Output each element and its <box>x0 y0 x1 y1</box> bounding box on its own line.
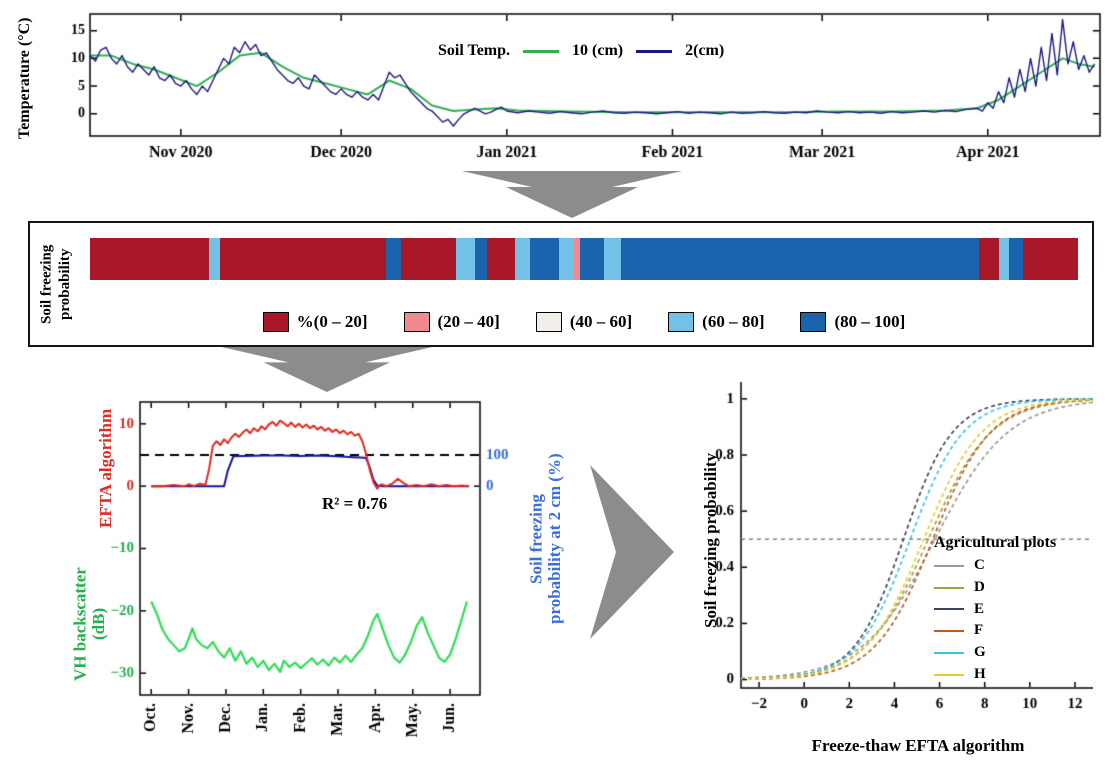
soil-temperature-chart-canvas <box>60 8 1108 166</box>
agricultural-plot-legend-item: G <box>934 642 1056 664</box>
legend-label: (20 – 40] <box>437 312 500 331</box>
bar-segment <box>386 238 402 280</box>
bar-segment <box>579 238 604 280</box>
temperature-legend-10cm-label: 10 (cm) <box>572 42 624 59</box>
bar-segment <box>998 238 1009 280</box>
legend-swatch-icon <box>403 312 430 332</box>
legend-line-icon <box>934 564 964 567</box>
down-arrow-icon <box>221 347 433 393</box>
legend-label: (40 – 60] <box>569 312 633 331</box>
legend-label: E <box>974 600 985 617</box>
line-swatch-2cm-icon <box>636 49 673 53</box>
probability-legend-item: (20 – 40] <box>403 312 500 332</box>
sigmoid-chart-canvas <box>695 368 1107 734</box>
bar-segment <box>514 238 530 280</box>
efta-chart-canvas <box>96 390 516 765</box>
agricultural-plot-legend-item: D <box>934 577 1056 599</box>
legend-label: %(0 – 20] <box>296 312 368 331</box>
legend-label: G <box>974 644 986 660</box>
bar-segment <box>529 238 560 280</box>
bar-segment <box>220 238 387 280</box>
legend-line-icon <box>934 673 964 676</box>
probability-timeline-bar <box>90 238 1078 280</box>
bar-segment <box>1023 238 1078 280</box>
bar-segment <box>1008 238 1024 280</box>
agricultural-plot-legend-item: E <box>934 599 1056 621</box>
legend-line-icon <box>934 651 964 654</box>
probability-legend: %(0 – 20] (20 – 40] (40 – 60] (60 – 80] (80 … <box>86 312 1082 332</box>
temperature-legend-title: Soil Temp. <box>438 42 511 59</box>
probability-legend-item: (40 – 60] <box>535 312 633 332</box>
legend-label: H <box>974 665 986 682</box>
agricultural-plot-legend-item: F <box>934 620 1056 642</box>
probability-legend-item: (60 – 80] <box>668 312 764 332</box>
legend-label: C <box>974 557 985 573</box>
bar-segment <box>90 238 209 280</box>
legend-swatch-icon <box>262 312 289 332</box>
bar-segment <box>208 238 221 280</box>
temperature-legend-2cm-label: 2(cm) <box>685 42 725 59</box>
bar-segment <box>979 238 999 280</box>
bar-segment <box>401 238 456 280</box>
agricultural-plot-legend-item: C <box>934 555 1056 577</box>
bar-segment <box>455 238 476 280</box>
legend-label: (80 – 100] <box>834 312 906 331</box>
legend-line-icon <box>934 630 964 633</box>
probability-legend-item: %(0 – 20] <box>262 312 368 332</box>
sigmoid-x-axis-label: Freeze-thaw EFTA algorithm <box>811 736 1025 755</box>
freezing-probability-panel: Soil freezing probability %(0 – 20] (20 –… <box>28 221 1094 347</box>
temperature-y-axis-label: Temperature (°C) <box>16 17 33 139</box>
probability-panel-label: Soil freezing probability <box>38 244 73 324</box>
probability-legend-item: (80 – 100] <box>800 312 905 332</box>
agricultural-plot-legend-item: H <box>934 664 1056 686</box>
line-swatch-10cm-icon <box>523 49 560 53</box>
legend-label: (60 – 80] <box>702 312 765 331</box>
bar-segment <box>559 238 574 280</box>
bar-segment <box>475 238 488 280</box>
down-arrow-icon <box>462 171 682 218</box>
legend-swatch-icon <box>535 312 562 332</box>
bar-segment <box>621 238 980 280</box>
r-squared-annotation: R² = 0.76 <box>322 494 388 513</box>
bar-segment <box>487 238 515 280</box>
legend-swatch-icon <box>800 312 827 332</box>
bar-segment <box>603 238 622 280</box>
bar-segment <box>574 238 580 280</box>
legend-swatch-icon <box>668 312 695 332</box>
temperature-legend: Soil Temp. 10 (cm) 2(cm) <box>438 42 724 60</box>
legend-line-icon <box>934 608 964 611</box>
legend-label: D <box>974 578 985 595</box>
legend-label: F <box>974 622 984 639</box>
agricultural-plots-legend-title: Agricultural plots <box>934 534 1057 551</box>
legend-line-icon <box>934 586 964 589</box>
right-arrow-icon <box>590 465 674 639</box>
probability-right-axis-label: Soil freezing probability at 2 cm (%) <box>526 453 564 625</box>
